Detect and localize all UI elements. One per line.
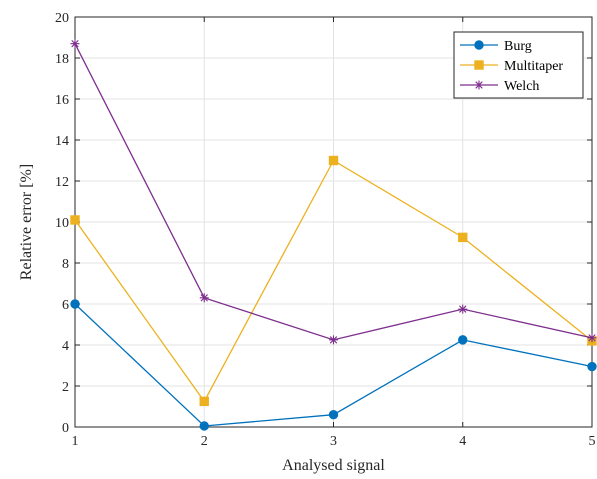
y-tick-label: 8: [62, 257, 69, 272]
data-point: [70, 299, 80, 309]
data-point: [70, 215, 80, 225]
y-tick-label: 20: [55, 11, 69, 26]
x-tick-label: 4: [459, 434, 466, 449]
data-point: [587, 361, 597, 372]
x-tick-label: 5: [589, 434, 596, 449]
x-tick-label: 2: [201, 434, 208, 449]
legend-label: Burg: [504, 39, 532, 54]
x-tick-label: 3: [330, 434, 337, 449]
y-tick-label: 6: [62, 298, 69, 313]
data-point: [70, 39, 80, 49]
legend-marker: [474, 40, 484, 50]
y-axis-label: Relative error [%]: [18, 164, 35, 280]
data-point: [329, 335, 338, 345]
legend-item: Welch: [460, 79, 539, 94]
data-point: [328, 155, 339, 166]
y-tick-label: 12: [55, 175, 69, 190]
series-welch: [70, 39, 597, 345]
y-tick-label: 18: [55, 52, 69, 67]
y-tick-label: 0: [62, 421, 69, 436]
data-point: [199, 293, 209, 303]
series-group: [70, 39, 597, 431]
y-tick-label: 14: [55, 134, 69, 149]
data-point: [328, 410, 339, 420]
data-point: [199, 396, 209, 407]
x-tick-label: 1: [72, 434, 79, 449]
legend-marker: [474, 80, 484, 90]
x-axis-label: Analysed signal: [282, 457, 385, 474]
y-tick-label: 2: [62, 380, 69, 395]
data-point: [458, 304, 468, 314]
legend: Burg Multitaper Welch: [453, 31, 584, 99]
y-tick-label: 4: [62, 339, 69, 354]
data-point: [458, 232, 468, 243]
legend-marker: [474, 60, 484, 70]
legend-item: Multitaper: [460, 59, 563, 74]
data-point: [587, 333, 597, 343]
data-point: [458, 335, 468, 345]
legend-item: Burg: [460, 39, 532, 54]
y-tick-label: 16: [55, 93, 69, 108]
data-point: [199, 421, 209, 431]
legend-label: Multitaper: [504, 59, 563, 74]
series-burg: [70, 299, 597, 431]
series-multitaper: [70, 155, 597, 407]
legend-label: Welch: [504, 79, 539, 94]
y-tick-label: 10: [55, 216, 69, 231]
